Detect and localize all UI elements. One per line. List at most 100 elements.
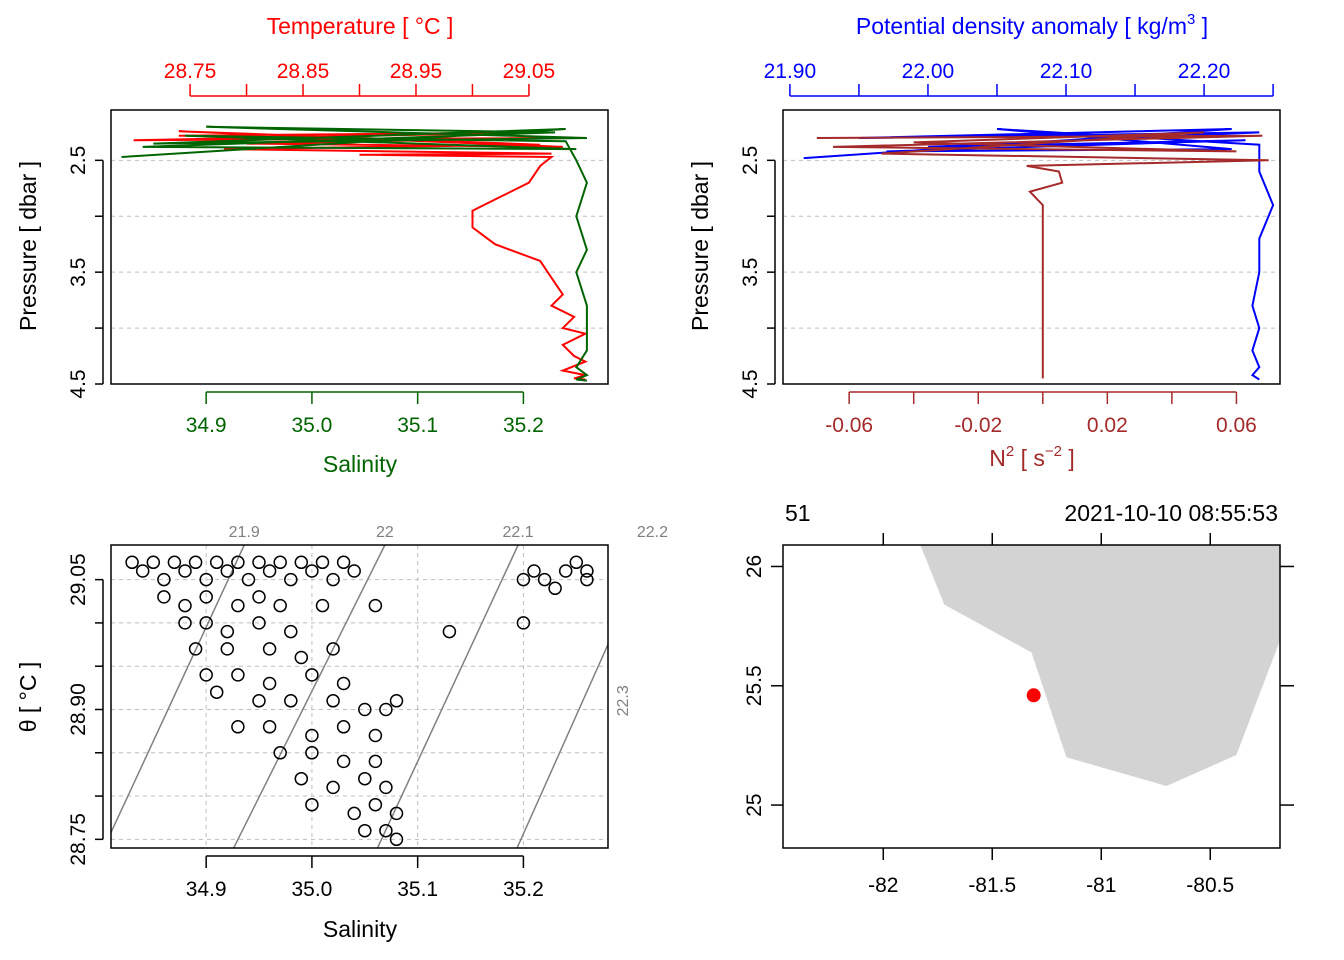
- isopycnal-labels: 21.9 22 22.1 22.2 22.3: [229, 524, 668, 716]
- latitude-tick-label: 25.5: [743, 665, 766, 706]
- ts-point: [379, 823, 393, 838]
- top-axis-tick-label: 22.10: [1040, 60, 1093, 83]
- bottom-axis-tick-label: -0.06: [825, 414, 873, 437]
- ts-point: [558, 564, 573, 578]
- latitude-tick-label: 25: [743, 793, 766, 816]
- pressure-tick-label: 3.5: [67, 258, 90, 287]
- ts-point: [326, 572, 340, 587]
- ts-point: [146, 555, 161, 570]
- top-axis-tick-label: 28.85: [277, 60, 330, 83]
- ts-point: [273, 598, 287, 613]
- ts-point: [516, 572, 531, 587]
- longitude-tick-label: -80.5: [1186, 874, 1234, 897]
- ts-scatter-points: [125, 555, 594, 847]
- bottom-axis-tick-label: 0.02: [1087, 414, 1128, 437]
- ts-point: [326, 694, 340, 708]
- ts-point: [389, 694, 404, 708]
- ts-point: [157, 572, 171, 587]
- isopycnal-line: [516, 642, 608, 848]
- profile-axes: 2.5 3.5 4.5 21.90 22.00 22.10 22.20 -0.06 -0.02 0…: [739, 60, 1274, 437]
- ts-point: [537, 572, 552, 587]
- ts-point: [548, 581, 562, 596]
- longitude-tick-label: -81.5: [968, 874, 1016, 897]
- ts-point: [284, 694, 298, 708]
- ts-point: [326, 780, 340, 795]
- ts-point: [252, 616, 266, 630]
- pressure-tick-label: 4.5: [739, 369, 762, 398]
- ts-point: [305, 746, 319, 760]
- panel-station-map: 51 2021-10-10 08:55:53 -82 -81.5 -81 -80.5 2…: [743, 500, 1294, 897]
- salinity-tick-label: 34.9: [186, 878, 227, 901]
- ts-point: [315, 555, 330, 570]
- ts-point: [209, 685, 224, 699]
- ts-point: [336, 754, 351, 769]
- longitude-tick-label: -81: [1086, 874, 1116, 897]
- profile-traces: [803, 128, 1275, 381]
- ts-point: [368, 728, 383, 743]
- ts-point: [368, 797, 383, 812]
- top-axis-tick-label: 29.05: [503, 60, 556, 83]
- ts-point: [199, 668, 213, 682]
- ts-point: [326, 642, 340, 656]
- ts-point: [294, 650, 309, 665]
- ts-point: [157, 590, 171, 604]
- ts-point: [188, 555, 203, 570]
- theta-axis-title: θ [ °C ]: [15, 662, 41, 733]
- ts-point: [379, 702, 393, 717]
- ts-point: [231, 598, 245, 613]
- pressure-gridlines: [111, 159, 608, 385]
- top-axis-tick-label: 21.90: [764, 60, 817, 83]
- map-frame: [782, 544, 1281, 849]
- isopycnal-label: 22.3: [615, 685, 632, 716]
- ts-point: [252, 590, 266, 604]
- isopycnal-line: [232, 545, 386, 848]
- ts-point: [315, 598, 330, 613]
- density-title-superscript: 3: [1187, 11, 1195, 28]
- pressure-axis-title: Pressure [ dbar ]: [15, 161, 41, 331]
- top-axis-tick-label: 22.00: [902, 60, 955, 83]
- ts-point: [135, 564, 150, 578]
- ts-point: [569, 555, 584, 570]
- top-axis-tick-label: 22.20: [1178, 60, 1231, 83]
- profile-traces: [121, 125, 589, 382]
- ts-point: [188, 642, 203, 656]
- ts-point: [442, 624, 457, 639]
- pressure-axis-title: Pressure [ dbar ]: [687, 161, 713, 331]
- ts-salinity-axis-title: Salinity: [323, 916, 398, 942]
- pressure-tick-label: 4.5: [67, 369, 90, 398]
- station-marker: [1026, 688, 1041, 703]
- salinity-tick-label: 35.1: [397, 878, 438, 901]
- isopycnal-label: 22.1: [503, 524, 534, 541]
- isopycnal-lines: [111, 545, 608, 848]
- ts-point: [273, 555, 287, 570]
- plot-frame: [782, 109, 1281, 385]
- ts-point: [389, 832, 404, 847]
- theta-tick-label: 29.05: [67, 553, 90, 606]
- series-potential-density-anomaly-line: [803, 128, 1275, 381]
- ts-point: [358, 823, 372, 838]
- ts-point: [241, 572, 256, 587]
- station-datetime-label: 2021-10-10 08:55:53: [1064, 500, 1278, 526]
- pressure-tick-label: 2.5: [67, 146, 90, 175]
- ts-point: [220, 564, 235, 578]
- n2-unit-superscript: −2: [1045, 443, 1062, 460]
- ts-point: [358, 771, 372, 786]
- latitude-tick-label: 26: [743, 555, 766, 578]
- theta-tick-label: 28.90: [67, 683, 90, 736]
- map-axes: -82 -81.5 -81 -80.5 25 25.5 26: [743, 533, 1294, 897]
- ts-point: [252, 694, 266, 708]
- top-axis-tick-label: 28.75: [164, 60, 217, 83]
- ts-point: [294, 771, 309, 786]
- density-axis-title: Potential density anomaly [ kg/m3 ]: [856, 11, 1208, 39]
- plot-frame: [110, 109, 609, 385]
- land-polygon: [920, 545, 1280, 786]
- ts-point: [347, 806, 361, 821]
- ts-point: [262, 564, 277, 578]
- ts-point: [231, 668, 245, 682]
- ts-point: [262, 676, 277, 691]
- bottom-axis-tick-label: -0.02: [954, 414, 1002, 437]
- ts-point: [305, 728, 319, 743]
- ts-point: [252, 555, 266, 570]
- panel-temperature-salinity-profile: Temperature [ °C ] Salinity Pressure [ d…: [15, 13, 609, 477]
- ts-point: [273, 746, 287, 760]
